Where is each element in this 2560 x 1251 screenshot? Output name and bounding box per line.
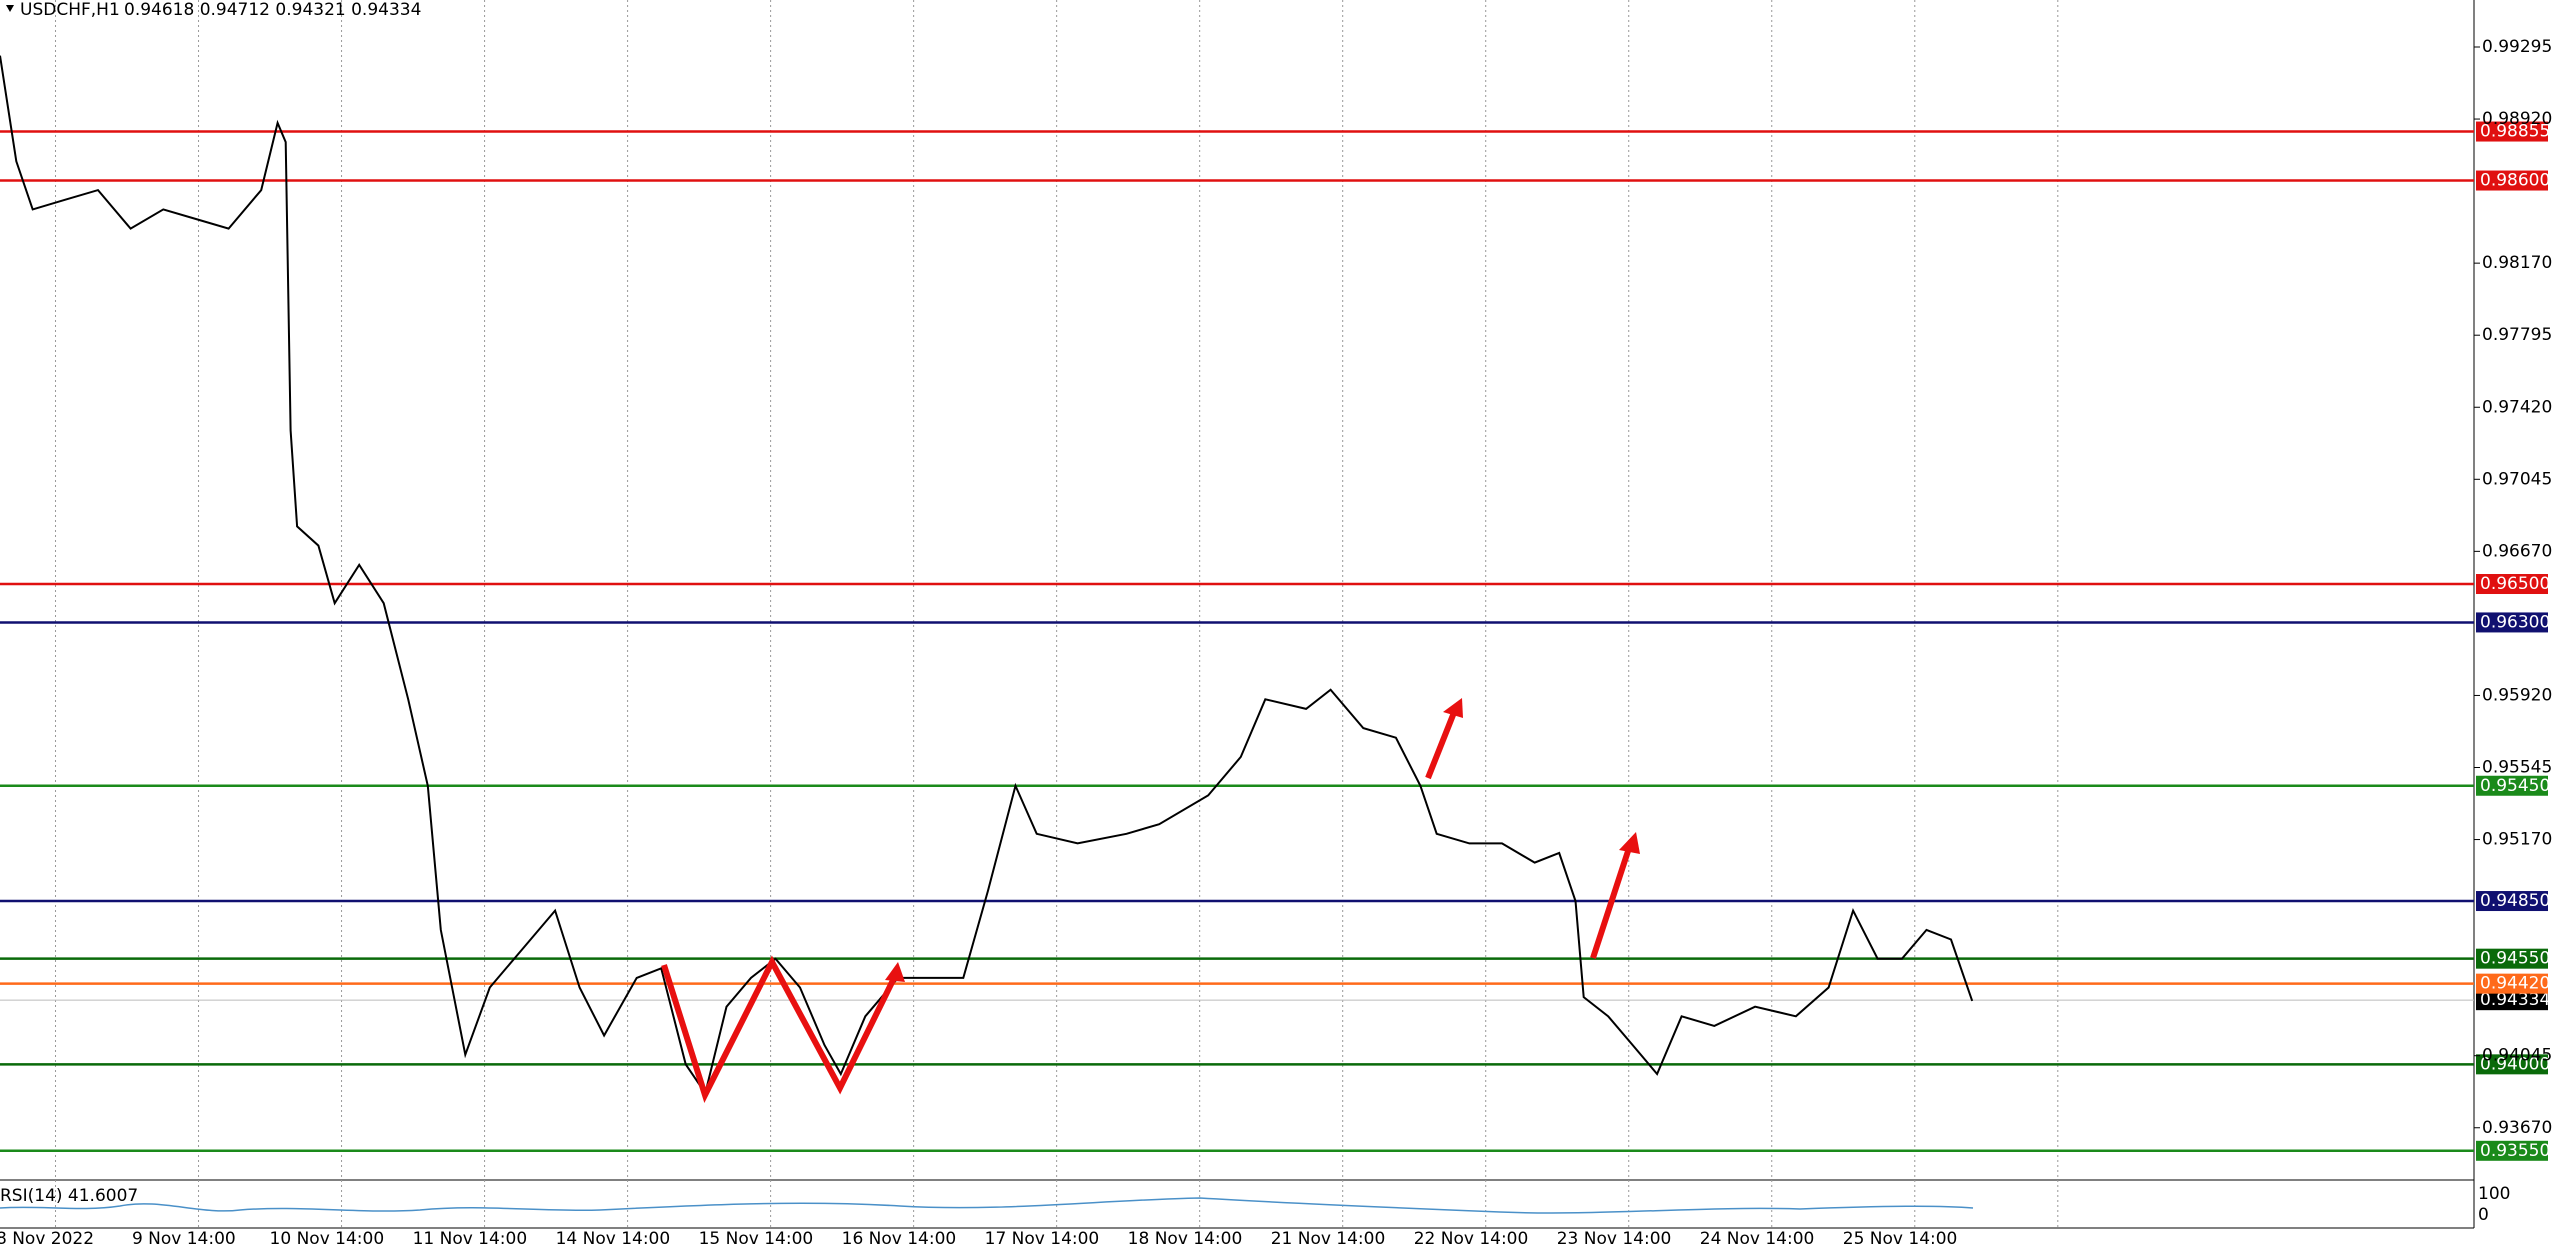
time-label: 21 Nov 14:00 <box>1271 1229 1386 1249</box>
price-label: 0.95545 <box>2482 758 2552 778</box>
price-label: 0.95170 <box>2482 830 2552 850</box>
level-box <box>2476 973 2548 994</box>
price-label: 0.99295 <box>2482 37 2552 57</box>
time-label: 25 Nov 14:00 <box>1843 1229 1958 1249</box>
time-label: 22 Nov 14:00 <box>1414 1229 1529 1249</box>
level-label: 0.94000 <box>2480 1054 2550 1074</box>
level-box <box>2476 121 2548 142</box>
level-box <box>2476 948 2548 969</box>
time-label: 10 Nov 14:00 <box>270 1229 385 1249</box>
price-label: 0.93670 <box>2482 1118 2552 1138</box>
price-label: 0.95920 <box>2482 685 2552 705</box>
time-label: 14 Nov 14:00 <box>556 1229 671 1249</box>
level-label: 0.96300 <box>2480 612 2550 632</box>
time-label: 11 Nov 14:00 <box>413 1229 528 1249</box>
level-box <box>2476 1140 2548 1161</box>
level-label: 0.98855 <box>2480 122 2550 142</box>
time-label: 8 Nov 2022 <box>0 1229 94 1249</box>
level-box <box>2476 1054 2548 1075</box>
price-label: 0.97045 <box>2482 469 2552 489</box>
level-box <box>2476 612 2548 633</box>
price-label: 0.97420 <box>2482 397 2552 417</box>
symbol: USDCHF,H1 <box>20 0 120 20</box>
level-box <box>2476 170 2548 191</box>
price-label: 0.94045 <box>2482 1046 2552 1066</box>
price-label: 0.98920 <box>2482 109 2552 129</box>
time-label: 23 Nov 14:00 <box>1557 1229 1672 1249</box>
time-label: 15 Nov 14:00 <box>699 1229 814 1249</box>
time-label: 24 Nov 14:00 <box>1700 1229 1815 1249</box>
time-label: 16 Nov 14:00 <box>842 1229 957 1249</box>
indicator-scale: 0 <box>2478 1205 2489 1225</box>
indicator-label: RSI(14) 41.6007 <box>0 1186 138 1206</box>
indicator-scale: 100 <box>2478 1184 2510 1204</box>
time-label: 18 Nov 14:00 <box>1128 1229 1243 1249</box>
menu-triangle[interactable] <box>6 5 14 12</box>
level-label: 0.94850 <box>2480 891 2550 911</box>
time-label: 17 Nov 14:00 <box>985 1229 1100 1249</box>
price-label: 0.96670 <box>2482 541 2552 561</box>
annotation-arrows <box>661 708 1633 1103</box>
price-label: 0.97795 <box>2482 325 2552 345</box>
level-box <box>2476 574 2548 595</box>
level-label: 0.95450 <box>2480 776 2550 796</box>
current-price-label: 0.94334 <box>2480 990 2550 1010</box>
time-label: 9 Nov 14:00 <box>132 1229 236 1249</box>
level-label: 0.93550 <box>2480 1141 2550 1161</box>
level-box <box>2476 775 2548 796</box>
level-label: 0.98600 <box>2480 171 2550 191</box>
arrowheads <box>885 698 1640 982</box>
level-label: 0.96500 <box>2480 574 2550 594</box>
plot-area <box>0 0 2474 1180</box>
current-price-box <box>2476 990 2548 1011</box>
price-label: 0.98170 <box>2482 253 2552 273</box>
level-box <box>2476 891 2548 912</box>
rsi-line <box>0 1197 1974 1214</box>
level-label: 0.94420 <box>2480 974 2550 994</box>
ohlc: 0.94618 0.94712 0.94321 0.94334 <box>124 0 421 20</box>
level-label: 0.94550 <box>2480 949 2550 969</box>
